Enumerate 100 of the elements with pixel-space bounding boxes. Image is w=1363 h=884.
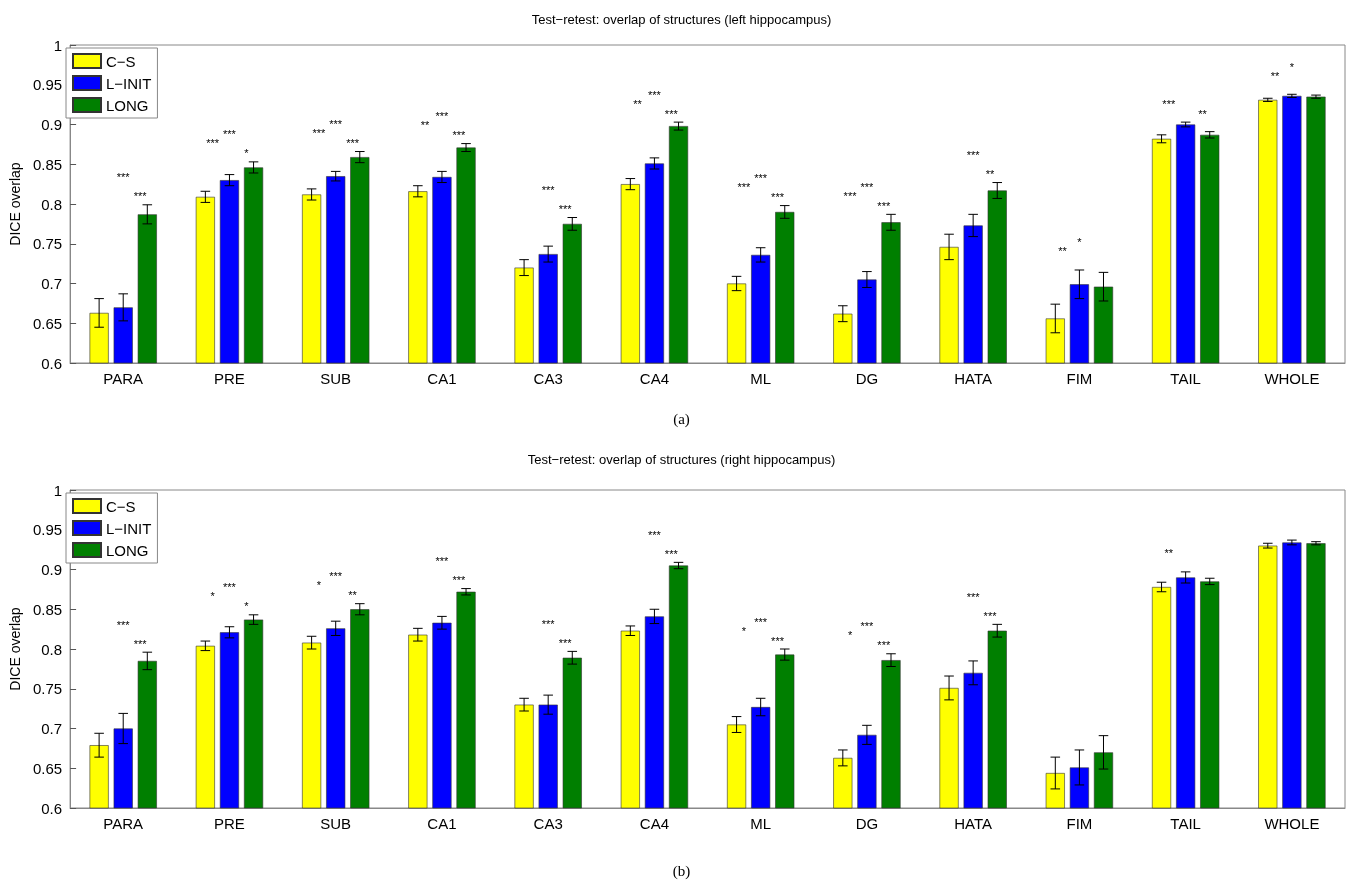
legend-label: L−INIT [106, 74, 152, 92]
y-axis-title: DICE overlap [7, 607, 23, 691]
annotation: *** [1162, 97, 1176, 110]
y-tick-label: 0.7 [41, 275, 63, 292]
annotation: *** [771, 634, 785, 647]
y-tick-label: 0.7 [41, 720, 63, 737]
x-tick-label: CA3 [533, 815, 563, 832]
x-tick-label: FIM [1066, 815, 1093, 832]
annotation: *** [435, 555, 450, 568]
legend-label: LONG [106, 541, 149, 559]
x-tick-label: PRE [214, 815, 245, 832]
annotation: *** [754, 615, 768, 628]
y-tick-label: 0.85 [32, 155, 63, 173]
x-tick-label: CA1 [427, 815, 457, 832]
annotation: *** [860, 620, 875, 633]
annotation: *** [312, 127, 326, 140]
x-tick-label: TAIL [1170, 815, 1201, 832]
x-tick-label: PARA [103, 815, 144, 832]
x-tick-label: SUB [320, 370, 352, 387]
annotation: *** [558, 203, 573, 216]
x-tick-label: PARA [103, 370, 144, 387]
x-tick-label: HATA [954, 815, 993, 832]
annotation: * [1077, 236, 1083, 249]
x-tick-label: SUB [320, 815, 352, 832]
y-tick-label: 0.8 [41, 640, 63, 658]
y-tick-label: 0.95 [32, 76, 63, 94]
annotation: *** [133, 637, 148, 650]
annotation: *** [983, 609, 998, 622]
annotation: *** [648, 528, 662, 541]
annotation: *** [877, 639, 891, 652]
annotation: * [244, 147, 250, 160]
x-tick-label: FIM [1066, 370, 1093, 387]
annotation: *** [877, 199, 891, 212]
annotation: *** [329, 118, 343, 131]
annotation: *** [664, 107, 679, 120]
x-tick-label: CA4 [639, 815, 670, 832]
legend-label: L−INIT [106, 519, 152, 537]
chart-title: Test−retest: overlap of structures (left hippocampus) [531, 12, 832, 27]
annotation: *** [541, 617, 556, 630]
annotation: *** [771, 191, 785, 204]
annotation: * [210, 590, 216, 603]
x-tick-label: ML [750, 815, 772, 832]
annotation: ** [1270, 69, 1281, 82]
annotation: ** [633, 97, 643, 110]
annotation: ** [348, 589, 358, 602]
annotation: *** [223, 128, 237, 141]
y-tick-label: 0.65 [32, 314, 63, 332]
annotation: * [316, 579, 322, 592]
annotation: *** [664, 547, 679, 560]
annotation: *** [116, 171, 131, 184]
x-tick-label: HATA [954, 370, 993, 387]
y-tick-label: 0.9 [41, 561, 63, 578]
y-tick-label: 0.95 [32, 521, 63, 539]
x-tick-label: DG [855, 815, 879, 832]
x-tick-label: PRE [214, 370, 245, 387]
annotation: *** [435, 110, 450, 123]
text: (b) [672, 862, 691, 880]
annotation: ** [420, 119, 431, 132]
annotation: ** [1058, 245, 1068, 258]
annotation: *** [860, 180, 875, 193]
y-tick-label: 1 [53, 36, 63, 54]
y-tick-label: 0.65 [32, 759, 63, 777]
annotation: *** [346, 137, 360, 150]
chart-title: Test−retest: overlap of structures (right hippocampus) [527, 452, 836, 467]
x-tick-label: DG [855, 370, 879, 387]
x-tick-label: TAIL [1170, 370, 1201, 387]
annotation: ** [1164, 547, 1174, 560]
y-tick-label: 0.75 [32, 235, 63, 253]
annotation: * [741, 624, 747, 637]
annotation: *** [452, 129, 466, 142]
x-tick-label: WHOLE [1264, 370, 1320, 387]
text: (a) [673, 410, 690, 428]
x-tick-label: ML [750, 370, 772, 387]
x-tick-label: CA4 [639, 370, 670, 387]
y-tick-label: 0.8 [41, 195, 63, 213]
annotation: *** [558, 636, 573, 649]
legend-label: LONG [106, 96, 149, 114]
annotation: *** [116, 618, 131, 631]
y-axis-title: DICE overlap [7, 162, 23, 246]
y-tick-label: 0.6 [41, 799, 63, 817]
x-tick-label: CA1 [427, 370, 457, 387]
annotation: ** [985, 168, 996, 181]
legend-label: C−S [106, 497, 136, 515]
x-tick-label: WHOLE [1264, 815, 1320, 832]
annotation: *** [206, 137, 220, 150]
annotation: *** [754, 172, 768, 185]
annotation: * [847, 629, 853, 642]
annotation: *** [648, 88, 662, 101]
y-tick-label: 0.75 [32, 680, 63, 698]
x-tick-label: CA3 [533, 370, 563, 387]
y-tick-label: 0.6 [41, 354, 63, 372]
annotation: * [1289, 60, 1295, 73]
annotation: *** [329, 570, 343, 583]
legend-label: C−S [106, 52, 136, 70]
annotation: * [244, 600, 250, 613]
annotation: *** [541, 184, 556, 197]
annotation: *** [843, 189, 858, 202]
annotation: *** [223, 581, 237, 594]
y-tick-label: 0.85 [32, 600, 63, 618]
annotation: *** [737, 181, 751, 194]
